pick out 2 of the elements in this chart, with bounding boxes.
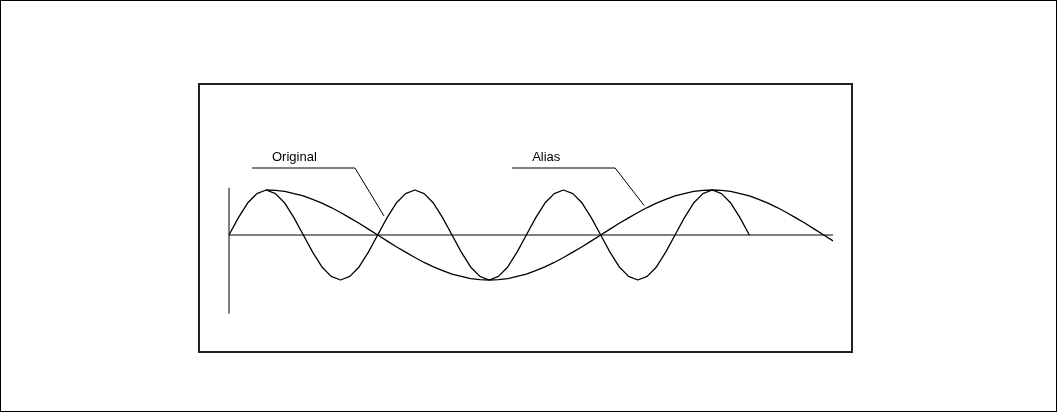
text: Original	[271, 149, 317, 165]
text: Alias	[532, 149, 561, 165]
